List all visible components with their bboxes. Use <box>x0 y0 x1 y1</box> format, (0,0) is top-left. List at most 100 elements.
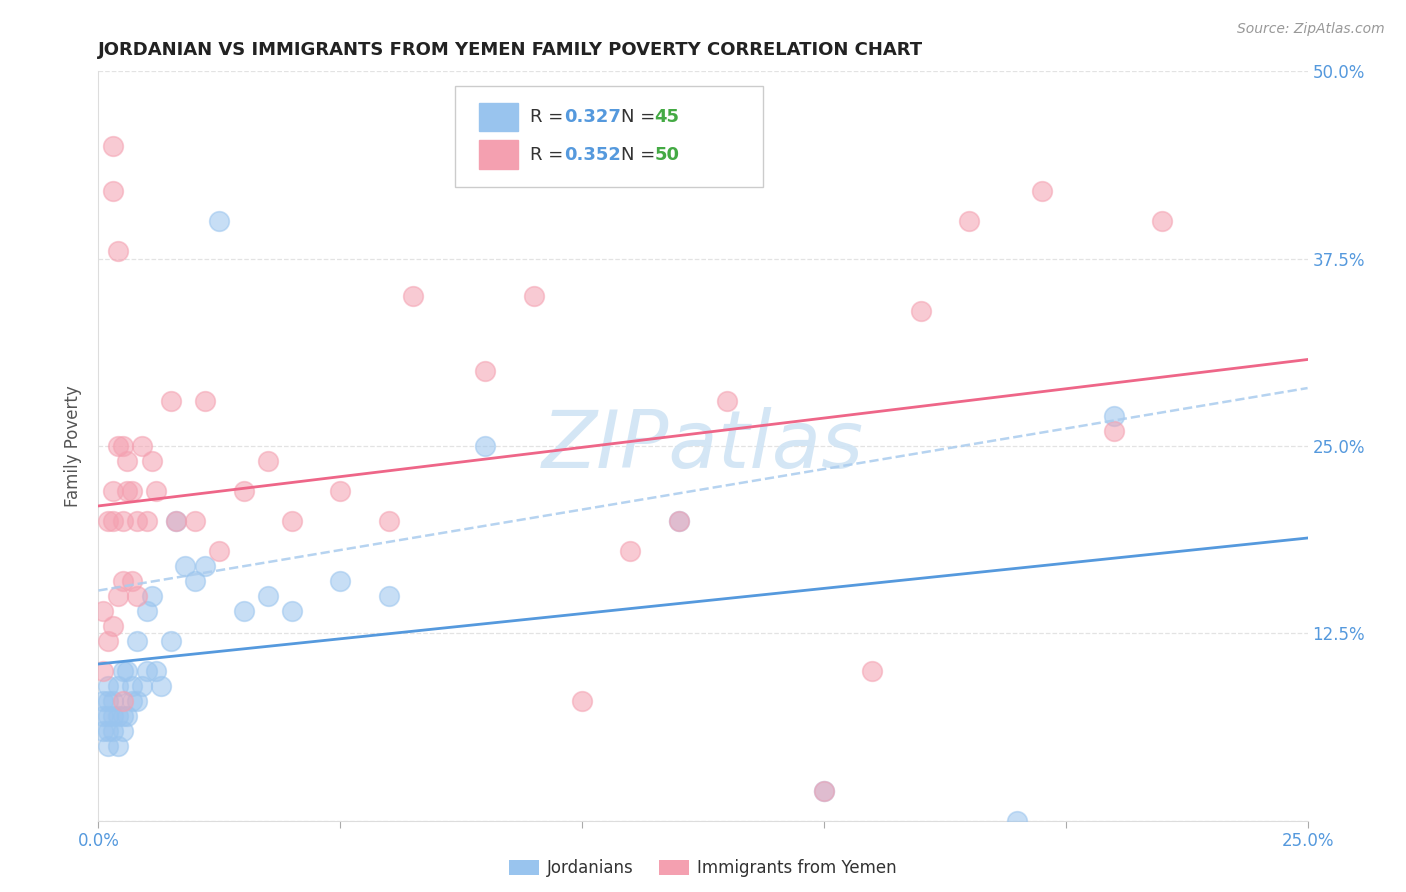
Point <box>107 439 129 453</box>
Point <box>256 454 278 468</box>
Point <box>101 514 124 528</box>
Point <box>107 244 129 259</box>
Point <box>101 708 124 723</box>
Point <box>107 589 129 603</box>
Point <box>121 679 143 693</box>
Point <box>474 364 496 378</box>
Point <box>145 664 167 678</box>
Point <box>117 708 139 723</box>
Legend: Jordanians, Immigrants from Yemen: Jordanians, Immigrants from Yemen <box>502 853 904 884</box>
Point <box>474 439 496 453</box>
Point <box>910 304 932 318</box>
Point <box>97 633 120 648</box>
Point <box>91 708 114 723</box>
Point <box>131 679 153 693</box>
Point <box>91 604 114 618</box>
Point <box>91 723 114 738</box>
Text: Source: ZipAtlas.com: Source: ZipAtlas.com <box>1237 22 1385 37</box>
Text: 45: 45 <box>655 108 679 126</box>
Point <box>101 184 124 198</box>
Point <box>107 708 129 723</box>
Point <box>165 514 187 528</box>
Text: 0.327: 0.327 <box>564 108 621 126</box>
Point <box>377 514 399 528</box>
Text: N =: N = <box>621 145 661 163</box>
Point <box>150 679 173 693</box>
Point <box>957 214 980 228</box>
Point <box>121 483 143 498</box>
Point <box>101 619 124 633</box>
Text: 50: 50 <box>655 145 679 163</box>
Point <box>97 679 120 693</box>
Point <box>184 514 207 528</box>
Bar <box>479 140 517 169</box>
FancyBboxPatch shape <box>456 87 763 187</box>
Point <box>716 394 738 409</box>
Point <box>111 694 134 708</box>
Text: JORDANIAN VS IMMIGRANTS FROM YEMEN FAMILY POVERTY CORRELATION CHART: JORDANIAN VS IMMIGRANTS FROM YEMEN FAMIL… <box>98 41 924 59</box>
Point <box>402 289 425 303</box>
Point <box>101 483 124 498</box>
Point <box>131 439 153 453</box>
Point <box>127 589 149 603</box>
Text: ZIPatlas: ZIPatlas <box>541 407 865 485</box>
Point <box>232 604 254 618</box>
Point <box>329 574 352 588</box>
Point <box>111 439 134 453</box>
Text: N =: N = <box>621 108 661 126</box>
Point <box>668 514 690 528</box>
Point <box>329 483 352 498</box>
Point <box>208 544 231 558</box>
Point <box>194 558 217 573</box>
Point <box>127 514 149 528</box>
Point <box>668 514 690 528</box>
Point <box>107 739 129 753</box>
Point <box>135 604 157 618</box>
Point <box>184 574 207 588</box>
Point <box>121 574 143 588</box>
Point <box>135 664 157 678</box>
Point <box>813 783 835 797</box>
Point <box>141 589 163 603</box>
Text: R =: R = <box>530 108 569 126</box>
Point <box>91 694 114 708</box>
Point <box>1007 814 1029 828</box>
Point <box>97 694 120 708</box>
Point <box>127 633 149 648</box>
Point <box>1102 424 1125 438</box>
Point <box>111 708 134 723</box>
Point <box>107 679 129 693</box>
Point <box>208 214 231 228</box>
Point <box>256 589 278 603</box>
Point <box>160 633 183 648</box>
Point <box>145 483 167 498</box>
Bar <box>479 103 517 131</box>
Point <box>101 694 124 708</box>
Point <box>1031 184 1053 198</box>
Point <box>160 394 183 409</box>
Point <box>619 544 641 558</box>
Point <box>111 514 134 528</box>
Point <box>117 454 139 468</box>
Point <box>135 514 157 528</box>
Point <box>1152 214 1174 228</box>
Point <box>101 723 124 738</box>
Point <box>165 514 187 528</box>
Point <box>97 514 120 528</box>
Point <box>194 394 217 409</box>
Point <box>111 723 134 738</box>
Point <box>281 604 304 618</box>
Text: R =: R = <box>530 145 569 163</box>
Point <box>1102 409 1125 423</box>
Point <box>97 739 120 753</box>
Point <box>101 139 124 153</box>
Point <box>523 289 546 303</box>
Point <box>111 574 134 588</box>
Point <box>111 664 134 678</box>
Point <box>91 664 114 678</box>
Point <box>377 589 399 603</box>
Point <box>281 514 304 528</box>
Point <box>141 454 163 468</box>
Point <box>860 664 883 678</box>
Text: 0.352: 0.352 <box>564 145 621 163</box>
